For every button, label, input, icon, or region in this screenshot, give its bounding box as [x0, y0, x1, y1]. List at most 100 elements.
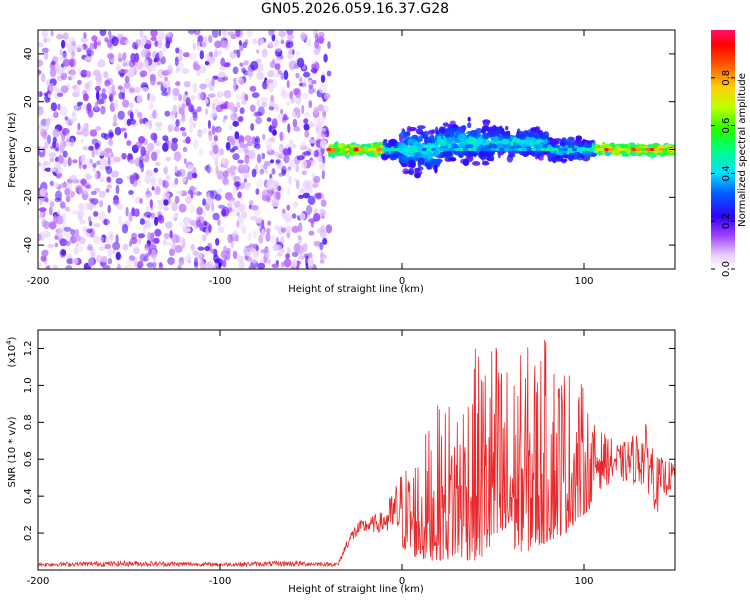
noise-speckle	[90, 249, 96, 259]
noise-speckle	[52, 264, 58, 269]
noise-speckle	[280, 248, 285, 253]
noise-speckle	[299, 251, 306, 260]
noise-speckle	[162, 44, 167, 53]
noise-speckle	[229, 135, 235, 141]
noise-speckle	[319, 258, 325, 264]
noise-speckle	[178, 236, 186, 244]
core-trace-segment	[458, 147, 465, 152]
noise-speckle	[192, 139, 199, 149]
snr-series-line	[38, 339, 675, 568]
core-trace-segment	[330, 147, 337, 152]
noise-speckle	[115, 251, 121, 261]
noise-speckle	[291, 111, 296, 117]
noise-speckle	[323, 92, 331, 100]
noise-speckle	[44, 51, 49, 61]
noise-speckle	[185, 136, 191, 144]
noise-speckle	[211, 108, 218, 118]
signal-blob	[399, 135, 404, 143]
noise-speckle	[47, 93, 51, 99]
noise-speckle	[93, 235, 101, 244]
noise-speckle	[208, 224, 212, 233]
noise-speckle	[129, 175, 135, 185]
signal-blob	[489, 155, 493, 162]
core-trace-segment	[567, 147, 574, 152]
noise-speckle	[286, 167, 290, 178]
noise-speckle	[164, 110, 171, 117]
signal-blob	[557, 150, 564, 156]
noise-speckle	[313, 150, 319, 158]
noise-speckle	[59, 49, 63, 56]
noise-speckle	[202, 211, 206, 217]
noise-speckle	[175, 47, 180, 54]
noise-speckle	[230, 239, 235, 249]
noise-speckle	[107, 204, 111, 214]
noise-speckle	[111, 90, 117, 96]
spectrogram-y-label: Frequency (Hz)	[7, 112, 18, 188]
noise-speckle	[217, 226, 225, 234]
noise-speckle	[279, 131, 283, 142]
noise-speckle	[291, 251, 299, 258]
noise-speckle	[137, 111, 143, 119]
x-tick-label: -100	[209, 276, 232, 287]
noise-speckle	[249, 104, 256, 112]
noise-speckle	[60, 85, 69, 94]
noise-speckle	[166, 31, 173, 38]
noise-speckle	[182, 68, 190, 75]
noise-speckle	[167, 124, 173, 133]
snr-panel: -200 -100 0 100 0.2 0.4 0.6 0.8 1.0 1.2 Height o…	[5, 329, 676, 595]
noise-speckle	[107, 52, 115, 60]
noise-speckle	[307, 195, 316, 205]
noise-speckle	[277, 113, 285, 122]
noise-speckle	[244, 93, 249, 102]
noise-speckle	[115, 184, 120, 195]
noise-speckle	[220, 103, 229, 110]
signal-blob	[442, 122, 449, 127]
noise-speckle	[315, 193, 322, 200]
signal-blob	[547, 137, 554, 142]
noise-speckle	[139, 30, 144, 38]
noise-speckle	[241, 164, 249, 173]
noise-speckle	[70, 118, 75, 124]
noise-speckle	[279, 145, 283, 152]
signal-blob	[436, 135, 442, 143]
noise-speckle	[103, 71, 109, 79]
noise-speckle	[112, 241, 121, 251]
noise-speckle	[232, 230, 239, 237]
noise-speckle	[121, 99, 130, 108]
noise-speckle	[100, 255, 108, 263]
noise-speckle	[162, 180, 169, 189]
core-trace-segment	[353, 147, 360, 152]
core-trace-segment	[358, 147, 365, 152]
core-trace-segment	[480, 147, 487, 152]
core-trace-segment	[467, 147, 474, 152]
noise-speckle	[280, 72, 285, 80]
noise-speckle	[252, 38, 258, 45]
core-trace-segment	[435, 147, 442, 152]
noise-speckle	[227, 31, 235, 36]
core-trace-segment	[426, 147, 433, 152]
noise-speckle	[158, 177, 163, 185]
signal-blob	[503, 135, 511, 139]
y-tick-label: 1.0	[23, 377, 34, 393]
noise-speckle	[124, 132, 128, 139]
noise-speckle	[106, 184, 113, 189]
noise-speckle	[99, 30, 107, 37]
noise-speckle	[44, 197, 49, 203]
noise-speckle	[123, 81, 131, 89]
noise-speckle	[91, 35, 98, 42]
noise-speckle	[118, 57, 123, 63]
noise-speckle	[259, 38, 265, 45]
noise-speckle	[173, 151, 182, 162]
noise-speckle	[86, 232, 91, 238]
noise-speckle	[69, 59, 75, 65]
colorbar-tick-label: 0.8	[721, 70, 732, 86]
core-trace-segment	[476, 147, 483, 152]
noise-speckle	[125, 206, 129, 217]
noise-speckle	[294, 95, 302, 105]
noise-speckle	[64, 116, 68, 121]
signal-blob	[448, 157, 457, 162]
noise-speckle	[295, 50, 301, 57]
noise-speckle	[256, 49, 260, 54]
noise-speckle	[230, 112, 238, 121]
noise-speckle	[144, 211, 152, 218]
